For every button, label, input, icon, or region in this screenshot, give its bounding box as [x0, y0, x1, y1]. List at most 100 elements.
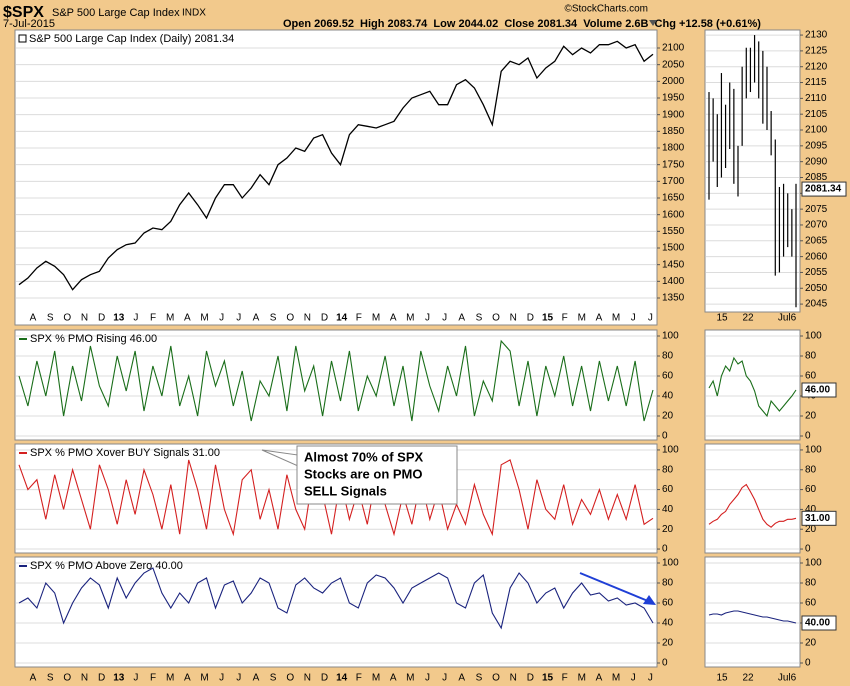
- x-tick-label: J: [219, 673, 224, 684]
- y-tick-label: 1350: [662, 293, 685, 304]
- panel: [704, 443, 801, 554]
- y-tick-label: 1650: [662, 193, 685, 204]
- y-tick-label: 20: [805, 411, 817, 422]
- x-tick-label: 22: [742, 313, 754, 324]
- y-tick-label: 80: [805, 578, 817, 589]
- y-tick-label: 0: [805, 658, 811, 669]
- x-tick-label: J: [219, 313, 224, 324]
- x-tick-label: J: [425, 673, 430, 684]
- y-tick-label: 2110: [805, 93, 827, 104]
- x-tick-label: S: [476, 673, 483, 684]
- x-tick-label: O: [63, 673, 71, 684]
- y-tick-label: 1950: [662, 93, 685, 104]
- y-tick-label: 2070: [805, 220, 828, 231]
- x-tick-label: A: [458, 313, 465, 324]
- last-value-box: [801, 382, 837, 398]
- y-tick-label: 1700: [662, 176, 685, 187]
- y-tick-label: 60: [662, 484, 674, 495]
- y-tick-label: 60: [662, 371, 674, 382]
- y-tick-label: 80: [662, 578, 674, 589]
- y-tick-label: 80: [662, 464, 674, 475]
- y-tick-label: 60: [805, 371, 817, 382]
- y-tick-label: 1800: [662, 143, 685, 154]
- x-tick-label: F: [356, 673, 362, 684]
- x-tick-label: J: [648, 313, 653, 324]
- y-tick-label: 100: [805, 558, 822, 569]
- x-tick-label: A: [390, 673, 397, 684]
- x-tick-label: M: [166, 673, 174, 684]
- panel-title: S&P 500 Large Cap Index (Daily) 2081.34: [29, 33, 234, 45]
- last-value-box: [801, 510, 837, 526]
- x-tick-label: F: [356, 313, 362, 324]
- x-tick-label: J: [648, 673, 653, 684]
- y-tick-label: 2055: [805, 267, 828, 278]
- y-tick-label: 20: [662, 638, 674, 649]
- y-tick-label: 100: [662, 558, 679, 569]
- x-tick-label: 13: [113, 673, 125, 684]
- x-tick-label: O: [286, 673, 294, 684]
- last-value-label: 31.00: [805, 513, 830, 524]
- y-tick-label: 1850: [662, 126, 685, 137]
- y-tick-label: 1400: [662, 276, 685, 287]
- y-tick-label: 2130: [805, 30, 828, 41]
- annotation-box: [296, 445, 458, 505]
- y-tick-label: 1900: [662, 109, 685, 120]
- panels: 1350140014501500155016001650170017501800…: [14, 29, 847, 684]
- y-tick-label: 60: [805, 598, 817, 609]
- x-tick-label: A: [596, 673, 603, 684]
- y-tick-label: 2095: [805, 140, 828, 151]
- panel-title: SPX % PMO Above Zero 40.00: [30, 560, 183, 572]
- x-tick-label: A: [30, 313, 37, 324]
- x-tick-label: A: [390, 313, 397, 324]
- annotation: Stocks are on PMO: [304, 466, 422, 481]
- y-tick-label: 2105: [805, 109, 828, 120]
- x-tick-label: M: [578, 673, 586, 684]
- x-tick-label: D: [98, 673, 105, 684]
- x-tick-label: A: [596, 313, 603, 324]
- date: 7-Jul-2015: [3, 18, 55, 30]
- x-tick-label: O: [492, 313, 500, 324]
- y-tick-label: 40: [662, 618, 674, 629]
- panel: [14, 29, 658, 326]
- x-tick-label: 15: [716, 313, 728, 324]
- y-tick-label: 60: [662, 598, 674, 609]
- last-value-label: 40.00: [805, 618, 830, 629]
- overlay: Almost 70% of SPX Stocks are on PMO SELL…: [261, 445, 656, 605]
- x-tick-label: J: [133, 673, 138, 684]
- x-tick-label: S: [476, 313, 483, 324]
- y-tick-label: 20: [662, 411, 674, 422]
- panel-title: SPX % PMO Rising 46.00: [30, 333, 157, 345]
- x-tick-label: J: [631, 313, 636, 324]
- y-tick-label: 1450: [662, 259, 685, 270]
- panel-title: SPX % PMO Xover BUY Signals 31.00: [30, 447, 220, 459]
- x-tick-label: 15: [716, 673, 728, 684]
- y-tick-label: 80: [805, 351, 817, 362]
- x-tick-label: J: [442, 313, 447, 324]
- x-tick-label: D: [527, 313, 534, 324]
- x-tick-label: A: [458, 673, 465, 684]
- y-tick-label: 1750: [662, 159, 685, 170]
- x-tick-label: M: [200, 313, 208, 324]
- title-marker: [18, 34, 27, 43]
- annotation: SELL Signals: [304, 483, 387, 498]
- line-series: [18, 339, 654, 422]
- x-tick-label: J: [631, 673, 636, 684]
- y-tick-label: 1550: [662, 226, 685, 237]
- x-tick-label: J: [442, 673, 447, 684]
- panel: [704, 556, 801, 668]
- x-tick-label: J: [133, 313, 138, 324]
- x-tick-label: D: [321, 313, 328, 324]
- menu-arrow: [649, 20, 657, 26]
- x-tick-label: D: [527, 673, 534, 684]
- y-tick-label: 2120: [805, 61, 828, 72]
- y-tick-label: 40: [662, 504, 674, 515]
- x-tick-label: A: [184, 313, 191, 324]
- y-tick-label: 40: [662, 391, 674, 402]
- y-tick-label: 0: [805, 544, 811, 555]
- y-tick-label: 2125: [805, 46, 828, 57]
- last-value-label: 46.00: [805, 385, 830, 396]
- x-tick-label: F: [150, 313, 156, 324]
- x-tick-label: M: [372, 673, 380, 684]
- copyright: ©StockCharts.com: [564, 4, 648, 15]
